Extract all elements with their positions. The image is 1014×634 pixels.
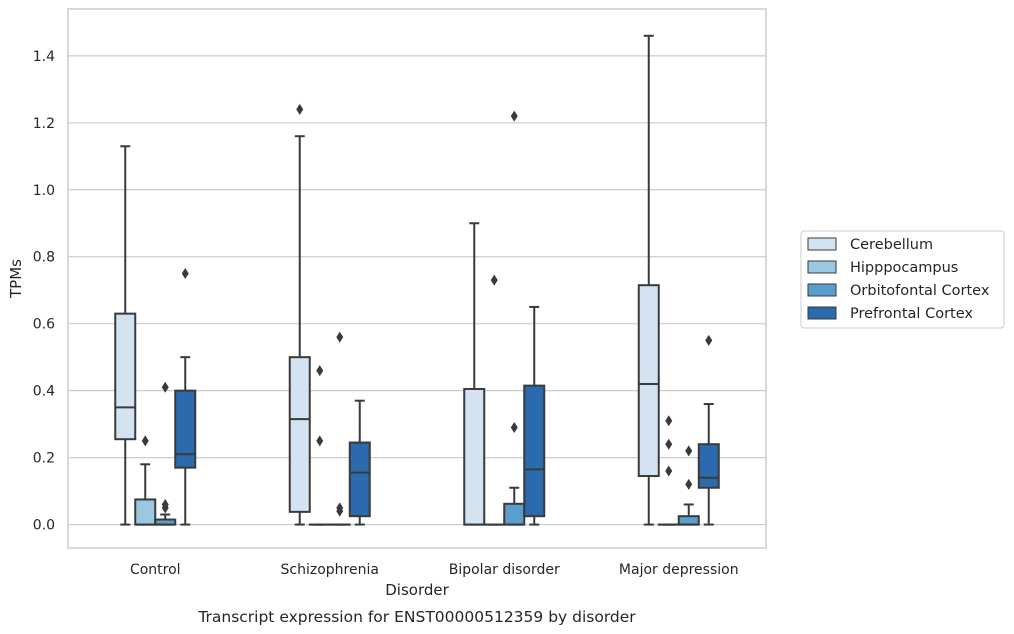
outlier-point [336, 502, 344, 514]
box-cerebellum [288, 103, 311, 526]
outlier-point [665, 465, 673, 477]
y-tick-label: 0.6 [33, 317, 55, 333]
box-marks [114, 34, 720, 526]
legend-swatch [807, 283, 837, 297]
y-tick-label: 0.2 [33, 451, 55, 467]
box-cerebellum [463, 222, 486, 526]
y-tick-labels: 0.0 0.2 0.4 0.6 0.8 1.0 1.2 1.4 [33, 49, 55, 534]
legend-swatch [807, 306, 837, 320]
legend: Cerebellum Hipppocampus Orbitofontal Corte… [800, 230, 1005, 329]
box-orbitofontal-cortex [328, 331, 351, 526]
box-iqr [637, 284, 660, 478]
box-iqr [134, 498, 157, 526]
box-iqr [503, 502, 526, 526]
box-prefrontal-cortex [523, 305, 546, 526]
box-hipppocampus [308, 365, 331, 526]
legend-item: Cerebellum [807, 237, 933, 253]
x-tick-label: Schizophrenia [281, 562, 379, 578]
outlier-point [296, 103, 304, 115]
y-axis-label: TPMs [7, 259, 25, 299]
outlier-point [665, 415, 673, 427]
grid-lines [68, 55, 766, 526]
box-iqr [288, 356, 311, 513]
outlier-point [705, 334, 713, 346]
box-prefrontal-cortex [174, 267, 197, 526]
y-tick-label: 0.0 [33, 518, 55, 534]
outlier-point [181, 267, 189, 279]
legend-item: Hipppocampus [807, 260, 958, 276]
legend-item: Orbitofontal Cortex [807, 283, 990, 299]
box-iqr [174, 389, 197, 469]
box-hipppocampus [657, 415, 680, 526]
legend-label: Cerebellum [850, 237, 933, 253]
legend-swatch [807, 260, 837, 274]
legend-item: Prefrontal Cortex [807, 306, 973, 322]
box-iqr [697, 443, 720, 489]
box-orbitofontal-cortex [154, 381, 177, 526]
box-iqr [523, 384, 546, 518]
outlier-point [510, 421, 518, 433]
box-cerebellum [637, 34, 660, 526]
x-tick-labels: Control Schizophrenia Bipolar disorder Majo… [130, 562, 739, 578]
figure-caption: Transcript expression for ENST0000051235… [197, 608, 636, 626]
box-prefrontal-cortex [348, 399, 371, 526]
outlier-point [316, 365, 324, 377]
x-tick-label: Control [130, 562, 181, 578]
outlier-point [336, 331, 344, 343]
plot-frame [67, 8, 767, 549]
x-axis-label: Disorder [385, 581, 449, 599]
box-prefrontal-cortex [697, 334, 720, 526]
outlier-point [141, 435, 149, 447]
box-hipppocampus [134, 435, 157, 526]
legend-swatch [807, 237, 837, 251]
outlier-point [490, 274, 498, 286]
x-tick-label: Bipolar disorder [449, 562, 560, 578]
legend-label: Hipppocampus [850, 260, 958, 276]
y-tick-label: 0.4 [33, 384, 55, 400]
outlier-point [665, 438, 673, 450]
box-orbitofontal-cortex [677, 445, 700, 526]
box-iqr [463, 387, 486, 526]
outlier-point [161, 498, 169, 510]
y-tick-label: 1.4 [33, 49, 55, 65]
outlier-point [161, 381, 169, 393]
legend-frame [800, 230, 1005, 329]
box-iqr [114, 312, 137, 441]
box-cerebellum [114, 145, 137, 526]
y-tick-label: 1.0 [33, 183, 55, 199]
box-hipppocampus [483, 274, 506, 526]
box-orbitofontal-cortex [503, 110, 526, 526]
legend-label: Prefrontal Cortex [850, 306, 973, 322]
y-tick-label: 1.2 [33, 116, 55, 132]
box-iqr [677, 515, 700, 526]
outlier-point [316, 435, 324, 447]
x-tick-label: Major depression [619, 562, 739, 578]
box-iqr [348, 441, 371, 518]
legend-label: Orbitofontal Cortex [850, 283, 990, 299]
outlier-point [685, 478, 693, 490]
outlier-point [510, 110, 518, 122]
outlier-point [685, 445, 693, 457]
y-tick-label: 0.8 [33, 250, 55, 266]
